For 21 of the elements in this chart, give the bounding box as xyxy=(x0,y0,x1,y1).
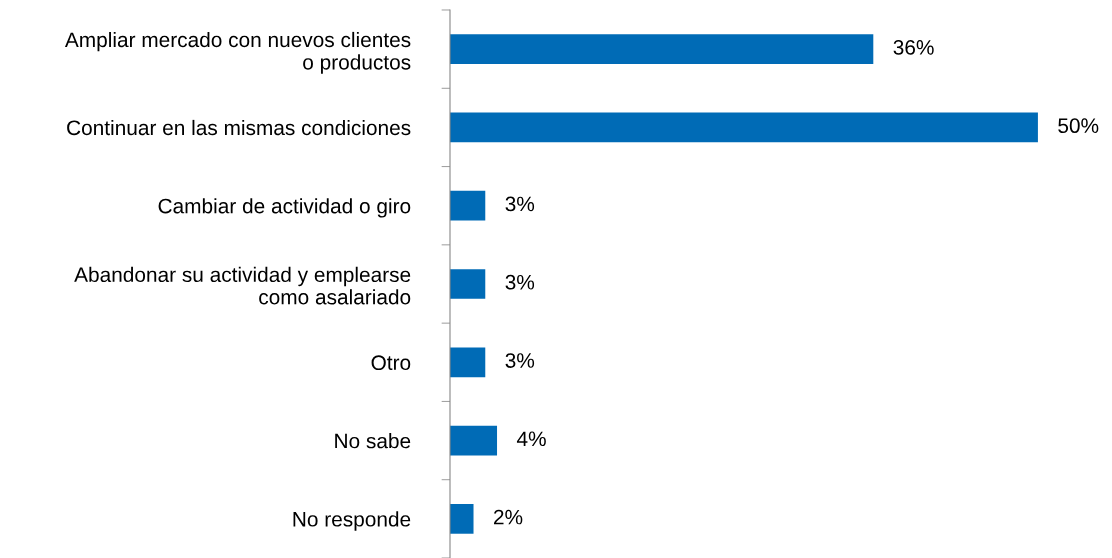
y-tick-label: Cambiar de actividad o giro xyxy=(158,198,411,218)
bar xyxy=(450,34,874,65)
bar xyxy=(450,190,486,221)
data-label: 36% xyxy=(893,39,934,55)
bar xyxy=(450,269,486,299)
bar xyxy=(450,112,1038,143)
y-tick-label: Ampliar mercado con nuevos clientes o productos xyxy=(64,31,411,74)
y-tick-label: Continuar en las mismas condiciones xyxy=(67,119,411,136)
bar xyxy=(450,503,474,534)
data-label: 3% xyxy=(505,353,535,368)
bar xyxy=(450,425,498,456)
y-tick-label: No responde xyxy=(293,511,411,531)
data-label: 2% xyxy=(494,509,523,525)
bar xyxy=(450,347,486,378)
y-tick-label: Otro xyxy=(371,355,411,371)
y-tick-label: No sabe xyxy=(335,433,411,449)
data-label: 3% xyxy=(505,196,535,212)
data-label: 3% xyxy=(505,274,535,290)
data-label: 4% xyxy=(516,431,546,447)
data-label: 50% xyxy=(1058,118,1099,134)
y-tick-label: Abandonar su actividad y emplearse como asalariado xyxy=(74,266,411,305)
